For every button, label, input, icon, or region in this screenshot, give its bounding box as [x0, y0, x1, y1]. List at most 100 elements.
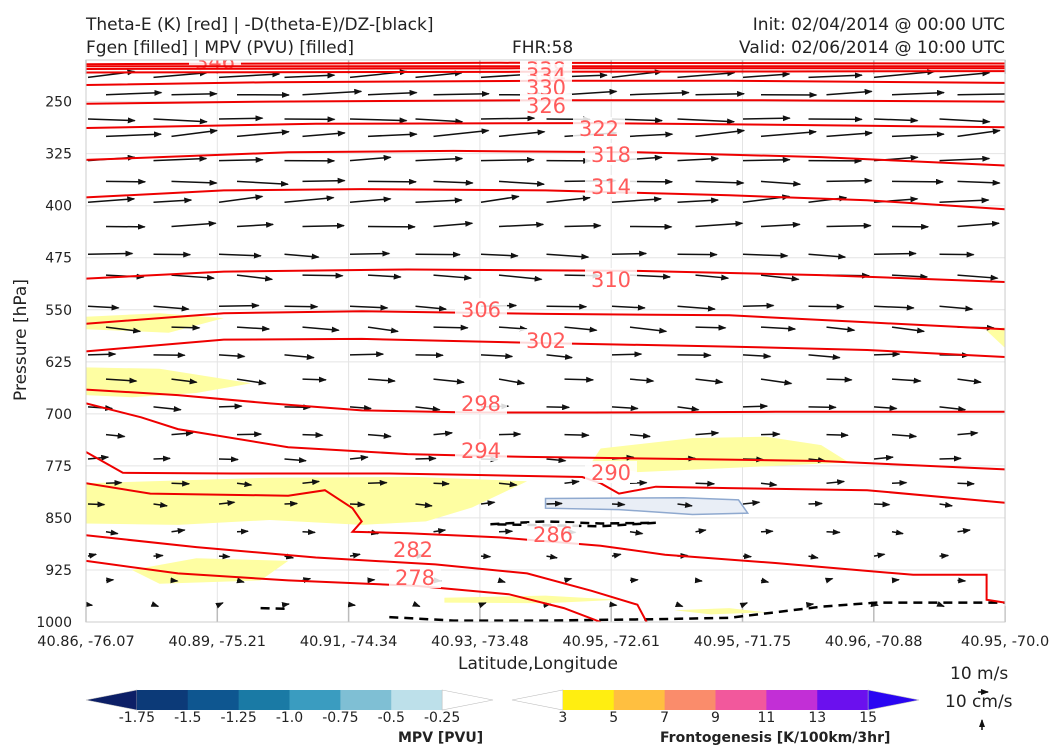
wind-vector	[347, 601, 357, 608]
wind-vector	[218, 500, 236, 507]
wind-vector	[236, 325, 271, 332]
wind-vector	[105, 479, 123, 486]
mpv-colorbar-cell	[85, 689, 138, 711]
wind-vector	[498, 274, 543, 282]
wind-vector	[349, 501, 366, 508]
wind-vector	[760, 180, 802, 187]
mpv-region	[544, 497, 750, 516]
wind-vector	[87, 351, 117, 358]
contour-label-bg	[573, 117, 625, 139]
fgen-region	[591, 436, 849, 473]
wind-vector	[433, 324, 469, 331]
wind-vector	[546, 353, 573, 360]
mpv-colorbar-cell	[136, 690, 189, 710]
wind-vector	[826, 376, 853, 383]
wind-vector	[760, 481, 778, 488]
x-tick-label: 40.96, -70.88	[825, 634, 922, 650]
wind-vector	[349, 454, 369, 461]
wind-vector	[611, 501, 626, 508]
wind-vector	[742, 71, 791, 79]
colorbars: -1.75 -1.5 -1.25 -1.0 -0.75 -0.5 -0.25 3 5 7 9 11 13…	[85, 689, 989, 730]
wind-vector	[742, 302, 775, 309]
wind-vector	[742, 115, 791, 122]
mpv-colorbar-tick-label: -0.75	[322, 710, 358, 726]
wind-vector	[629, 377, 655, 384]
y-axis-label: Pressure [hPa]	[10, 279, 31, 401]
wind-vector	[153, 70, 208, 79]
wind-vector	[677, 70, 736, 79]
wind-vector	[218, 252, 262, 259]
wind-vector	[808, 500, 824, 507]
wind-vector	[153, 118, 208, 125]
wind-vector	[480, 252, 519, 259]
wind-vector	[546, 253, 590, 260]
wind-vector	[87, 501, 106, 508]
wind-vector	[957, 577, 967, 584]
wind-vector	[236, 431, 263, 438]
wind-vector	[629, 529, 644, 536]
wind-vector	[546, 500, 563, 507]
mpv-colorbar-cell	[391, 690, 443, 710]
contour-label-bg	[455, 298, 507, 320]
wind-vector	[171, 179, 218, 186]
wind-vector	[939, 70, 991, 79]
wind-vector	[695, 480, 716, 487]
mpv-colorbar-cell	[289, 690, 341, 710]
wind-vector	[284, 553, 295, 560]
wind-vector	[891, 131, 945, 138]
wind-vector	[433, 220, 474, 228]
fgen-colorbar-tick-label: 11	[757, 710, 775, 726]
wind-vector	[891, 326, 926, 334]
wind-vector	[498, 129, 546, 138]
fgen-colorbar-tick-label: 7	[660, 710, 669, 726]
wind-vector	[349, 404, 372, 411]
wind-vector	[808, 354, 841, 361]
y-tick-label: 400	[45, 199, 72, 215]
wind-vector	[215, 602, 224, 609]
y-tick-label: 625	[45, 355, 72, 371]
wind-vector	[349, 304, 389, 311]
wind-vector	[497, 577, 506, 584]
wind-vector	[433, 179, 474, 186]
wind-vector	[87, 304, 120, 311]
wind-vector	[153, 455, 171, 462]
mpv-colorbar-label: MPV [PVU]	[398, 730, 484, 746]
x-tick-label: 40.86, -76.07	[37, 634, 134, 650]
wind-vector	[105, 432, 126, 439]
mpv-colorbar-tick-label: -0.5	[378, 710, 405, 726]
fgen-colorbar-tick-label: 15	[859, 710, 877, 726]
contour-label-bg	[455, 392, 507, 414]
wind-vector	[939, 501, 954, 508]
contour-label-bg	[520, 329, 572, 351]
wind-vector	[218, 353, 246, 360]
wind-vector	[826, 222, 872, 229]
axes: 250 325 400 475 550 625 700 775 850 925 1000 40.86,…	[36, 95, 1049, 650]
wind-vector	[349, 117, 408, 124]
wind-vector	[826, 177, 873, 184]
mpv-colorbar-tick-label: -1.5	[174, 710, 201, 726]
wind-vector	[805, 601, 815, 608]
wind-vector	[171, 128, 218, 138]
wind-vector	[760, 378, 793, 386]
wind-vector	[957, 220, 1000, 228]
wind-vector	[826, 432, 849, 439]
theta-e-contour-label: 298	[461, 392, 501, 416]
wind-vector	[367, 89, 418, 96]
wind-vector	[957, 528, 971, 534]
x-tick-label: 40.95, -71.75	[694, 634, 791, 650]
wind-vector	[498, 180, 546, 187]
wind-vector	[546, 553, 559, 560]
wind-vector	[302, 326, 340, 333]
wind-vector	[891, 377, 922, 384]
wind-vector	[695, 179, 745, 186]
wind-vector	[760, 325, 797, 332]
wind-vector	[742, 252, 789, 259]
wind-vector	[480, 156, 535, 163]
fgen-region	[674, 608, 767, 615]
wind-vector	[609, 601, 618, 608]
plot-frame	[85, 59, 1006, 623]
wind-vector	[873, 69, 936, 79]
wind-vector	[218, 403, 243, 410]
wind-vector	[873, 454, 894, 461]
wind-vector	[87, 196, 136, 203]
